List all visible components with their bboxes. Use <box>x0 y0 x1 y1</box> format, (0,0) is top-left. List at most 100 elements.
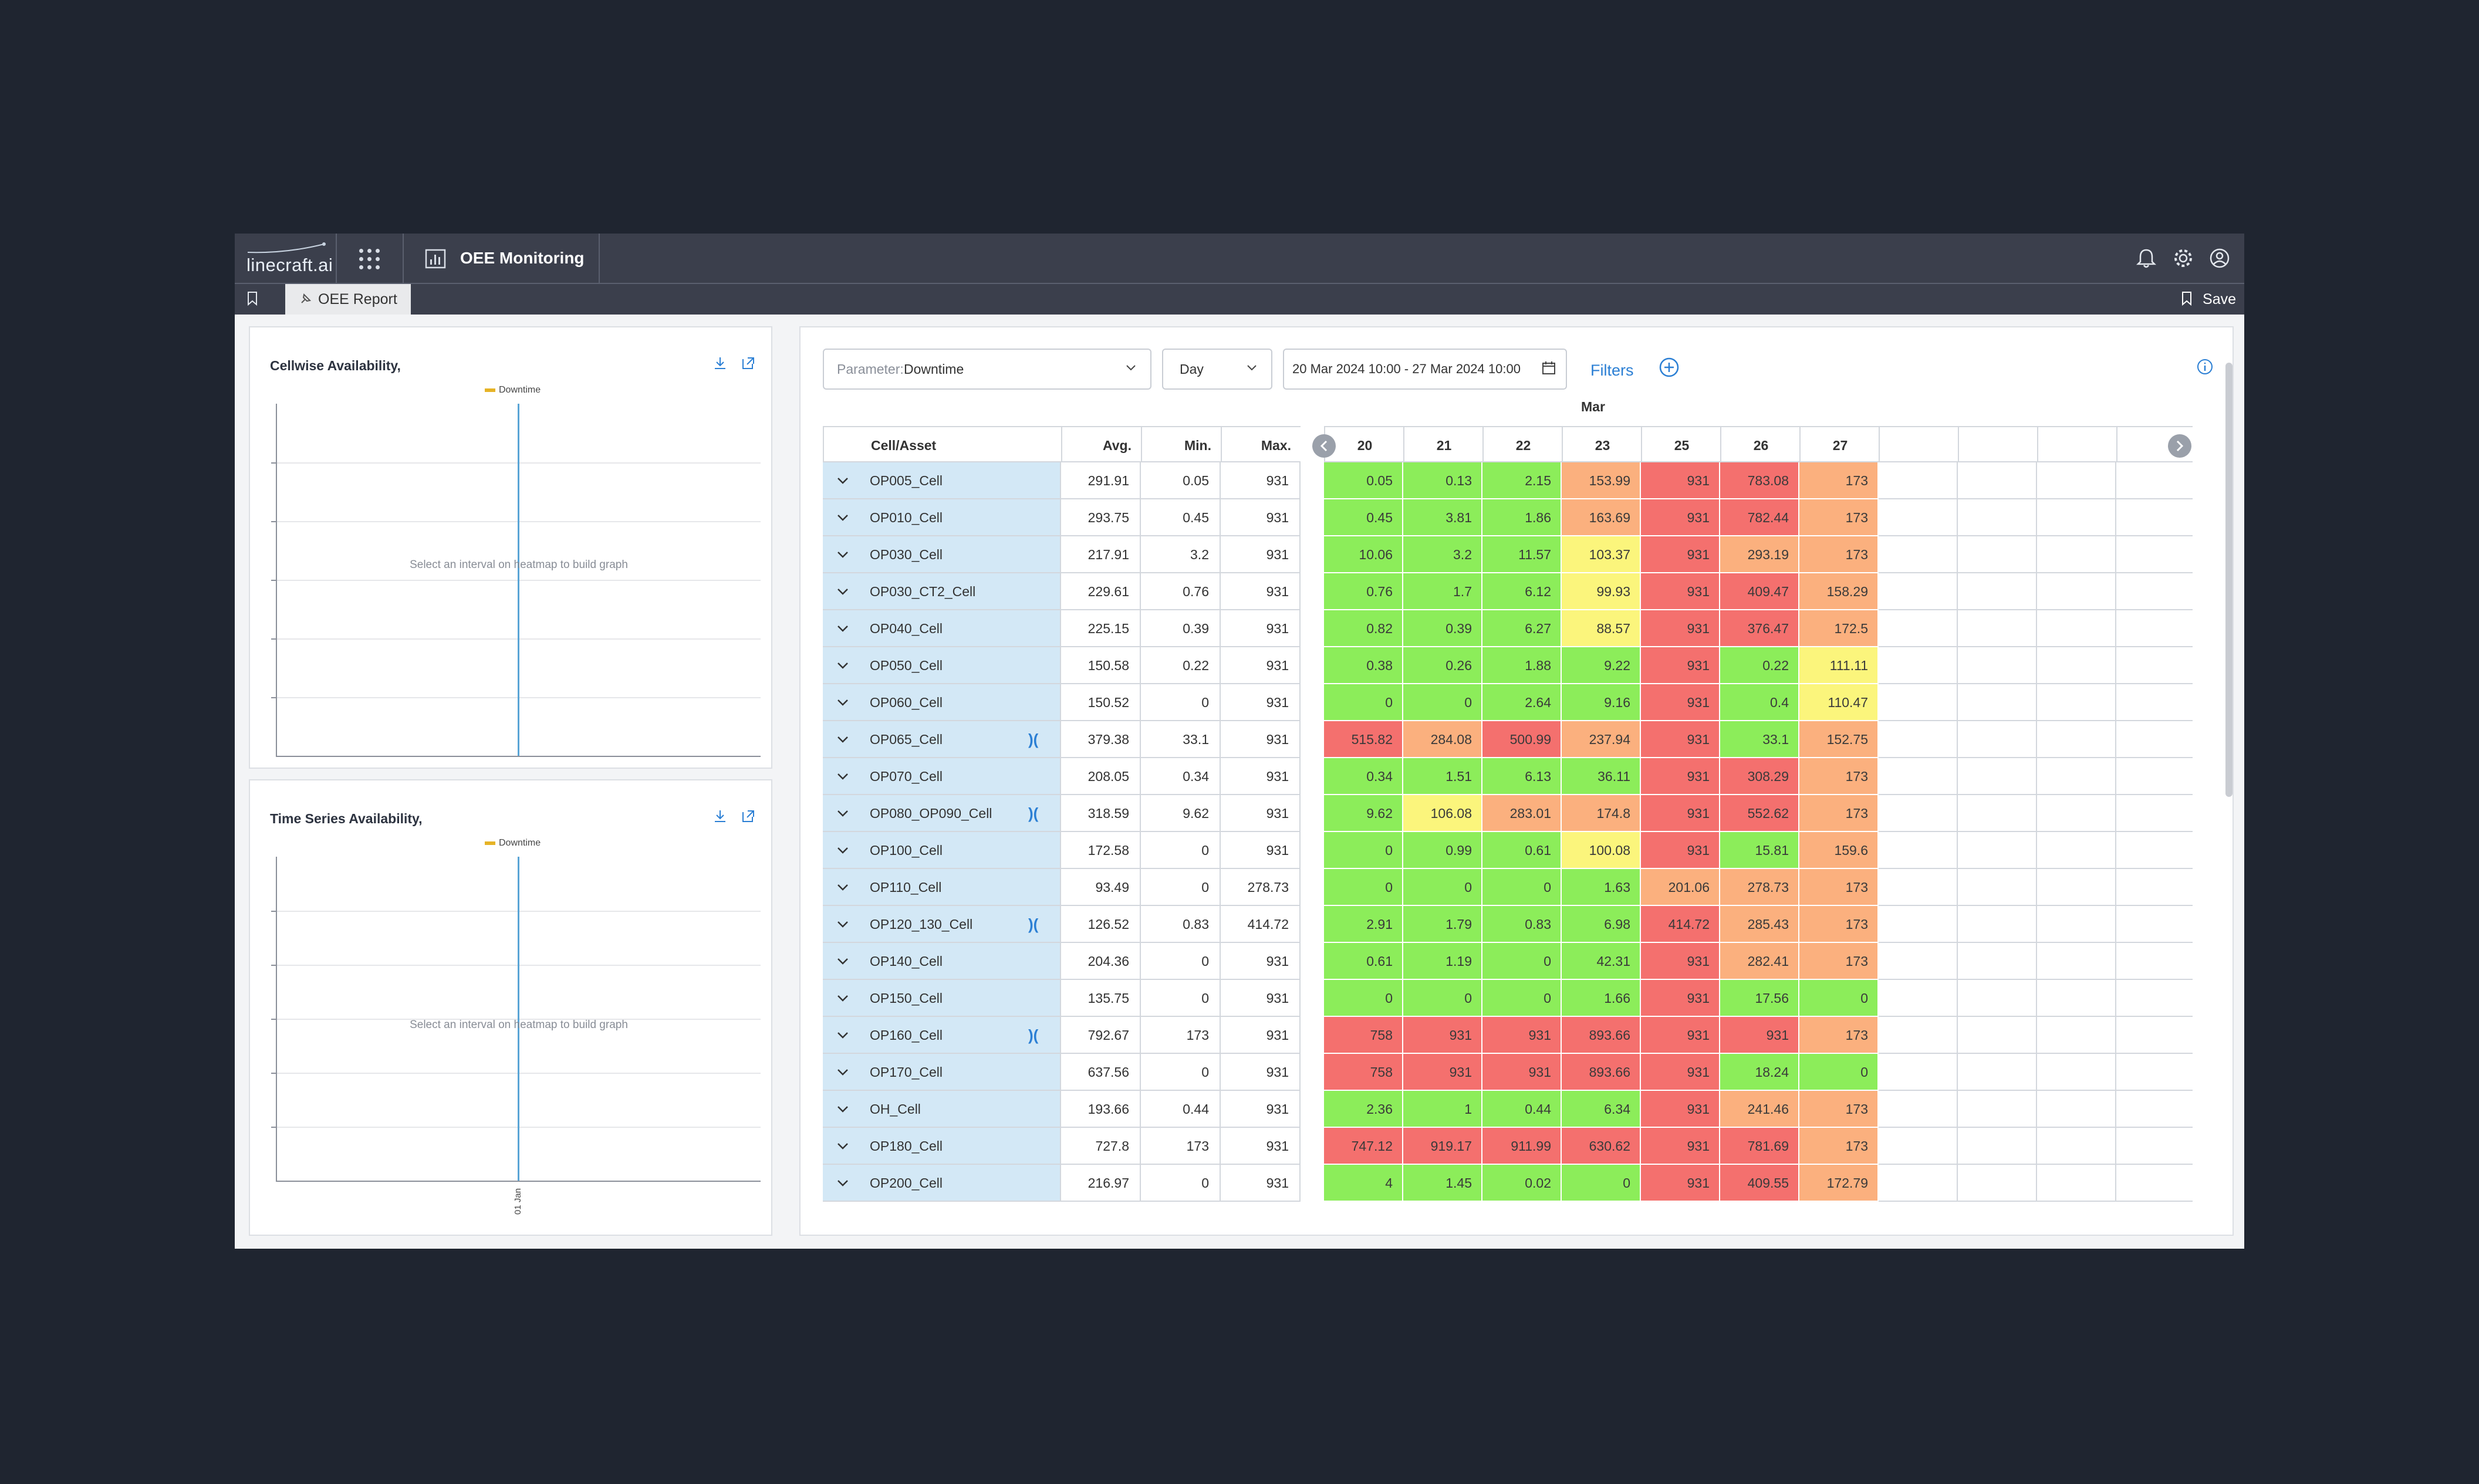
column-header-max[interactable]: Max. <box>1221 426 1301 462</box>
heatmap-cell[interactable]: 4 <box>1324 1165 1403 1202</box>
heatmap-cell[interactable]: 931 <box>1641 1017 1720 1054</box>
heatmap-cell[interactable]: 1 <box>1403 1091 1482 1128</box>
heatmap-cell[interactable]: 163.69 <box>1562 499 1641 536</box>
heatmap-cell[interactable]: 0 <box>1482 869 1562 906</box>
heatmap-cell[interactable]: 173 <box>1799 943 1879 980</box>
heatmap-cell[interactable]: 758 <box>1324 1017 1403 1054</box>
day-header[interactable]: 20 <box>1324 426 1403 462</box>
heatmap-cell[interactable]: 2.15 <box>1482 462 1562 499</box>
heatmap-cell[interactable]: 285.43 <box>1720 906 1799 943</box>
heatmap-cell[interactable]: 6.27 <box>1482 610 1562 647</box>
expand-row-chevron-icon[interactable] <box>836 548 850 564</box>
heatmap-cell[interactable]: 0.05 <box>1324 462 1403 499</box>
heatmap-cell[interactable]: 0.39 <box>1403 610 1482 647</box>
table-row[interactable]: OP030_Cell 217.91 3.2 931 10.06 3.2 11.57 103.3… <box>823 536 2193 573</box>
heatmap-cell[interactable]: 758 <box>1324 1054 1403 1091</box>
heatmap-cell[interactable]: 781.69 <box>1720 1128 1799 1165</box>
linked-cells-icon[interactable]: )( <box>1028 804 1039 822</box>
heatmap-cell[interactable]: 9.62 <box>1324 795 1403 832</box>
heatmap-cell[interactable]: 1.79 <box>1403 906 1482 943</box>
table-row[interactable]: OP120_130_Cell)(126.52 0.83 414.72 2.91 1.79… <box>823 906 2193 943</box>
heatmap-cell[interactable]: 173 <box>1799 1091 1879 1128</box>
heatmap-cell[interactable]: 0 <box>1482 980 1562 1017</box>
heatmap-cell[interactable]: 173 <box>1799 795 1879 832</box>
heatmap-cell[interactable]: 931 <box>1641 758 1720 795</box>
table-row[interactable]: OP060_Cell 150.52 0 931 0 0 2.64 9.16 931 0.4 110.… <box>823 684 2193 721</box>
heatmap-cell[interactable]: 1.45 <box>1403 1165 1482 1202</box>
scroll-left-button[interactable] <box>1312 434 1336 458</box>
heatmap-cell[interactable]: 173 <box>1799 1128 1879 1165</box>
heatmap-cell[interactable]: 931 <box>1641 1054 1720 1091</box>
table-row[interactable]: OP030_CT2_Cell 229.61 0.76 931 0.76 1.7 6.12 99… <box>823 573 2193 610</box>
heatmap-cell[interactable]: 2.36 <box>1324 1091 1403 1128</box>
heatmap-cell[interactable]: 0.38 <box>1324 647 1403 684</box>
heatmap-cell[interactable]: 103.37 <box>1562 536 1641 573</box>
heatmap-cell[interactable]: 173 <box>1799 758 1879 795</box>
heatmap-cell[interactable]: 173 <box>1799 499 1879 536</box>
heatmap-cell[interactable]: 10.06 <box>1324 536 1403 573</box>
table-row[interactable]: OP110_Cell 93.49 0 278.73 0 0 0 1.63 201.06 278.7… <box>823 869 2193 906</box>
table-row[interactable]: OP100_Cell 172.58 0 931 0 0.99 0.61 100.08 931 15… <box>823 832 2193 869</box>
heatmap-cell[interactable]: 0.61 <box>1324 943 1403 980</box>
heatmap-cell[interactable]: 0 <box>1562 1165 1641 1202</box>
heatmap-cell[interactable]: 172.79 <box>1799 1165 1879 1202</box>
heatmap-cell[interactable]: 0 <box>1403 684 1482 721</box>
expand-row-chevron-icon[interactable] <box>836 955 850 971</box>
table-row[interactable]: OP065_Cell)(379.38 33.1 931 515.82 284.08 500… <box>823 721 2193 758</box>
bell-icon[interactable] <box>2133 245 2159 271</box>
table-row[interactable]: OP140_Cell 204.36 0 931 0.61 1.19 0 42.31 931 282… <box>823 943 2193 980</box>
heatmap-cell[interactable]: 0.02 <box>1482 1165 1562 1202</box>
heatmap-cell[interactable]: 931 <box>1641 536 1720 573</box>
heatmap-cell[interactable]: 111.11 <box>1799 647 1879 684</box>
gear-icon[interactable] <box>2170 245 2196 271</box>
expand-row-chevron-icon[interactable] <box>836 511 850 527</box>
heatmap-cell[interactable]: 3.2 <box>1403 536 1482 573</box>
expand-row-chevron-icon[interactable] <box>836 1066 850 1081</box>
day-header[interactable]: 26 <box>1720 426 1799 462</box>
table-row[interactable]: OP050_Cell 150.58 0.22 931 0.38 0.26 1.88 9.22 9… <box>823 647 2193 684</box>
heatmap-cell[interactable]: 3.81 <box>1403 499 1482 536</box>
heatmap-cell[interactable]: 110.47 <box>1799 684 1879 721</box>
table-row[interactable]: OP160_Cell)(792.67 173 931 758 931 931 893.66 9… <box>823 1017 2193 1054</box>
heatmap-cell[interactable]: 2.91 <box>1324 906 1403 943</box>
heatmap-cell[interactable]: 6.34 <box>1562 1091 1641 1128</box>
heatmap-cell[interactable]: 931 <box>1403 1054 1482 1091</box>
heatmap-cell[interactable]: 17.56 <box>1720 980 1799 1017</box>
heatmap-cell[interactable]: 0.22 <box>1720 647 1799 684</box>
expand-row-chevron-icon[interactable] <box>836 1103 850 1118</box>
column-header-min[interactable]: Min. <box>1141 426 1221 462</box>
expand-icon[interactable] <box>741 809 756 827</box>
heatmap-cell[interactable]: 0 <box>1324 684 1403 721</box>
heatmap-cell[interactable]: 931 <box>1482 1054 1562 1091</box>
heatmap-cell[interactable]: 0 <box>1799 980 1879 1017</box>
day-header[interactable] <box>1879 426 1958 462</box>
heatmap-cell[interactable]: 173 <box>1799 1017 1879 1054</box>
table-row[interactable]: OP040_Cell 225.15 0.39 931 0.82 0.39 6.27 88.57… <box>823 610 2193 647</box>
heatmap-cell[interactable]: 782.44 <box>1720 499 1799 536</box>
timeseries-plot-area[interactable]: Select an interval on heatmap to build g… <box>271 857 761 1215</box>
heatmap-cell[interactable]: 237.94 <box>1562 721 1641 758</box>
download-icon[interactable] <box>712 356 728 374</box>
heatmap-cell[interactable]: 931 <box>1482 1017 1562 1054</box>
heatmap-cell[interactable]: 174.8 <box>1562 795 1641 832</box>
heatmap-cell[interactable]: 1.63 <box>1562 869 1641 906</box>
table-row[interactable]: OP180_Cell 727.8 173 931 747.12 919.17 911.99 6… <box>823 1128 2193 1165</box>
linked-cells-icon[interactable]: )( <box>1028 1026 1039 1044</box>
heatmap-cell[interactable]: 911.99 <box>1482 1128 1562 1165</box>
heatmap-cell[interactable]: 0.44 <box>1482 1091 1562 1128</box>
heatmap-cell[interactable]: 99.93 <box>1562 573 1641 610</box>
heatmap-cell[interactable]: 106.08 <box>1403 795 1482 832</box>
heatmap-cell[interactable]: 931 <box>1641 980 1720 1017</box>
heatmap-cell[interactable]: 9.22 <box>1562 647 1641 684</box>
heatmap-cell[interactable]: 1.19 <box>1403 943 1482 980</box>
expand-row-chevron-icon[interactable] <box>836 622 850 638</box>
heatmap-cell[interactable]: 0 <box>1482 943 1562 980</box>
heatmap-cell[interactable]: 0.34 <box>1324 758 1403 795</box>
linked-cells-icon[interactable]: )( <box>1028 915 1039 933</box>
heatmap-cell[interactable]: 0.61 <box>1482 832 1562 869</box>
heatmap-cell[interactable]: 931 <box>1641 1165 1720 1202</box>
heatmap-cell[interactable]: 0.13 <box>1403 462 1482 499</box>
heatmap-cell[interactable]: 931 <box>1641 573 1720 610</box>
module-selector[interactable]: OEE Monitoring <box>404 234 600 283</box>
heatmap-cell[interactable]: 931 <box>1720 1017 1799 1054</box>
